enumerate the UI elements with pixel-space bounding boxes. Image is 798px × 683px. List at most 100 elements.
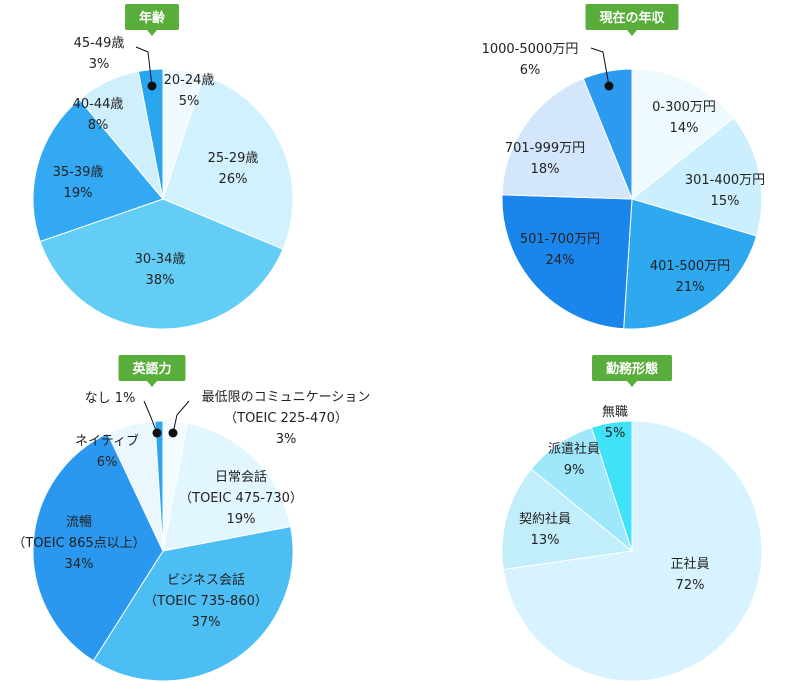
- callout-dot: [152, 428, 162, 438]
- title-tag-pointer: [627, 381, 637, 387]
- slice-label-line: （TOEIC 735-860）: [144, 594, 268, 609]
- chart-title: 英語力: [131, 361, 171, 377]
- chart-title: 年齢: [139, 10, 166, 26]
- slice-label-0-5: 45-49歳 3%: [74, 36, 125, 72]
- slice-label-line: ビジネス会話: [167, 572, 245, 588]
- slice-label-line: 19%: [227, 512, 256, 527]
- chart-title-tag: 現在の年収: [585, 4, 679, 36]
- slice-label-line: 3%: [276, 432, 297, 447]
- slice-label-line: 14%: [670, 121, 699, 136]
- pie-slice-0-5: [137, 68, 164, 200]
- slice-label-line: 最低限のコミュニケーション: [202, 390, 371, 405]
- chart-title: 勤務形態: [606, 361, 658, 377]
- pie-slice-0-3: [32, 98, 164, 243]
- pie-slice-0-1: [162, 74, 294, 250]
- pie-slice-0-2: [39, 198, 284, 330]
- slice-label-line: 401-500万円: [650, 259, 730, 274]
- chart-title-tag: 勤務形態: [592, 355, 672, 387]
- pie-slice-1-4: [501, 77, 633, 200]
- slice-label-0-2: 30-34歳 38%: [135, 252, 186, 288]
- pie-chart-0: 年齢 20-24歳 5% 25-29歳 26% 30-34歳 38% 35-39歳 19% 40-…: [32, 4, 294, 330]
- slice-label-line: 19%: [64, 186, 93, 201]
- title-tag-pointer: [147, 30, 157, 36]
- slice-label-line: 15%: [711, 194, 740, 209]
- pie-slice-2-3: [32, 432, 164, 662]
- slice-label-line: （TOEIC 225-470）: [224, 411, 348, 426]
- title-tag-pointer: [147, 381, 157, 387]
- slice-label-line: 25-29歳: [208, 151, 259, 166]
- pie-slice-1-0: [631, 68, 735, 201]
- pie-slice-2-1: [162, 422, 292, 552]
- slice-label-line: 派遣社員: [548, 441, 600, 457]
- slice-label-line: 13%: [531, 533, 560, 548]
- pie-slice-1-5: [582, 68, 633, 200]
- slice-label-1-2: 401-500万円 21%: [650, 259, 730, 295]
- slice-label-0-0: 20-24歳 5%: [164, 73, 215, 109]
- callout-leader-line: [135, 46, 153, 87]
- slice-label-line: 37%: [192, 615, 221, 630]
- slice-label-line: 20-24歳: [164, 73, 215, 88]
- title-tag-bg: [592, 355, 672, 381]
- slice-label-line: 18%: [531, 162, 560, 177]
- slice-label-line: 45-49歳: [74, 36, 125, 51]
- pie-slice-3-1: [501, 468, 634, 571]
- callout-leader-line: [143, 400, 158, 434]
- slice-label-line: 501-700万円: [520, 232, 600, 247]
- slice-label-line: 30-34歳: [135, 252, 186, 267]
- slice-label-line: ネイティブ: [75, 433, 139, 449]
- slice-label-line: 1000-5000万円: [482, 42, 579, 57]
- title-tag-bg: [118, 355, 186, 381]
- callout-dot: [147, 81, 157, 91]
- pie-slice-3-3: [590, 420, 633, 552]
- slice-label-line: 21%: [676, 280, 705, 295]
- slice-label-line: 9%: [564, 463, 585, 478]
- pie-slice-1-1: [630, 117, 763, 237]
- slice-label-line: 35-39歳: [53, 165, 104, 180]
- slice-label-line: 26%: [219, 172, 248, 187]
- slice-label-2-1: 日常会話 （TOEIC 475-730） 19%: [179, 469, 303, 527]
- chart-title: 現在の年収: [599, 10, 665, 26]
- slice-label-line: 72%: [676, 578, 705, 593]
- slice-label-2-2: ビジネス会話 （TOEIC 735-860） 37%: [144, 572, 268, 630]
- slice-label-line: 0-300万円: [652, 100, 716, 115]
- title-tag-pointer: [627, 30, 637, 36]
- slice-label-3-2: 派遣社員 9%: [548, 441, 600, 478]
- chart-title-tag: 英語力: [118, 355, 186, 387]
- chart-title-tag: 年齢: [125, 4, 179, 36]
- slice-label-line: 3%: [89, 57, 110, 72]
- slice-label-0-4: 40-44歳 8%: [73, 97, 124, 133]
- callout-dot: [168, 428, 178, 438]
- slice-label-line: 701-999万円: [505, 141, 585, 156]
- slice-label-line: なし 1%: [85, 391, 136, 406]
- slice-label-line: 301-400万円: [685, 173, 765, 188]
- slice-label-2-3: 流暢 （TOEIC 865点以上） 34%: [12, 514, 145, 572]
- slice-label-3-0: 正社員 72%: [670, 556, 709, 593]
- pie-slice-2-5: [154, 420, 164, 552]
- slice-label-line: 5%: [179, 94, 200, 109]
- pie-slice-1-2: [623, 198, 758, 330]
- title-tag-bg: [125, 4, 179, 30]
- pie-slice-1-3: [501, 194, 633, 330]
- slice-label-0-1: 25-29歳 26%: [208, 151, 259, 187]
- slice-label-3-1: 契約社員 13%: [519, 511, 571, 548]
- callout-leader-line: [590, 47, 610, 87]
- slice-label-line: 5%: [605, 426, 626, 441]
- slice-label-1-5: 1000-5000万円 6%: [482, 42, 579, 78]
- slice-label-1-1: 301-400万円 15%: [685, 173, 765, 209]
- slice-label-line: 契約社員: [519, 511, 571, 527]
- slice-label-1-4: 701-999万円 18%: [505, 141, 585, 177]
- slice-label-line: 無職: [602, 405, 628, 420]
- pie-chart-1: 現在の年収 0-300万円 14% 301-400万円 15% 401-500万円 21% 5…: [482, 4, 765, 330]
- slice-label-0-3: 35-39歳 19%: [53, 165, 104, 201]
- slice-label-line: 8%: [88, 118, 109, 133]
- slice-label-line: 流暢: [66, 514, 92, 530]
- slice-label-line: 34%: [65, 557, 94, 572]
- slice-label-line: 日常会話: [215, 469, 267, 485]
- slice-label-2-4: ネイティブ 6%: [75, 433, 139, 470]
- slice-label-3-3: 無職 5%: [602, 405, 628, 441]
- slice-label-1-3: 501-700万円 24%: [520, 232, 600, 268]
- slice-label-2-0: 最低限のコミュニケーション （TOEIC 225-470） 3%: [202, 390, 371, 447]
